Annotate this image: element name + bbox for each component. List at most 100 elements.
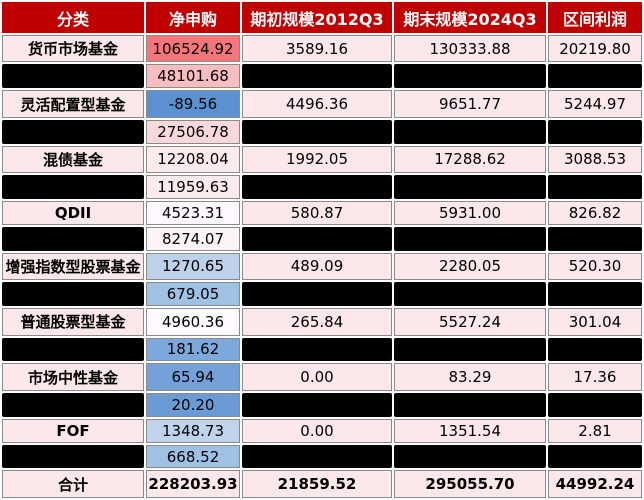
begin-scale-cell: 0.00 [242,363,392,391]
category-cell: 灵活配置型基金 [2,90,144,118]
redacted-begin-scale-cell [242,119,392,144]
header-row: 分类 净申购 期初规模2012Q3 期末规模2024Q3 区间利润 [2,2,642,33]
redacted-end-scale-cell [394,282,546,307]
category-cell: 混债基金 [2,145,144,174]
begin-scale-cell: 1992.05 [242,145,392,174]
profit-cell: 3088.53 [548,145,642,174]
profit-cell: 44992.24 [548,470,642,498]
net-subscription-cell: 4960.36 [146,308,240,336]
redacted-category-cell [2,282,144,307]
redacted-category-cell [2,392,144,417]
redacted-end-scale-cell [394,119,546,144]
redacted-end-scale-cell [394,337,546,362]
profit-cell: 826.82 [548,200,642,225]
redacted-end-scale-cell [394,175,546,199]
redacted-category-cell [2,119,144,144]
profit-cell: 2.81 [548,418,642,443]
begin-scale-cell: 489.09 [242,252,392,281]
net-subscription-cell: 1348.73 [146,418,240,443]
redacted-begin-scale-cell [242,444,392,469]
redacted-begin-scale-cell [242,282,392,307]
redacted-end-scale-cell [394,444,546,469]
redacted-profit-cell [548,64,642,89]
end-scale-cell: 2280.05 [394,252,546,281]
net-subscription-cell: 12208.04 [146,145,240,174]
redacted-profit-cell [548,392,642,417]
end-scale-cell: 5527.24 [394,308,546,336]
redacted-profit-cell [548,119,642,144]
profit-cell: 520.30 [548,252,642,281]
category-cell: 合计 [2,470,144,498]
fund-row: FOF 1348.73 0.00 1351.54 2.81 [2,418,642,443]
redacted-begin-scale-cell [242,64,392,89]
end-scale-cell: 1351.54 [394,418,546,443]
net-subscription-cell: 106524.92 [146,35,240,63]
end-scale-cell: 17288.62 [394,145,546,174]
fund-row: 混债基金 12208.04 1992.05 17288.62 3088.53 [2,145,642,174]
net-subscription-cell: 679.05 [146,282,240,307]
redacted-row: 679.05 [2,282,642,307]
redacted-profit-cell [548,175,642,199]
fund-table-body: 货币市场基金 106524.92 3589.16 130333.88 20219.80 4… [2,35,642,498]
end-scale-cell: 295055.70 [394,470,546,498]
redacted-row: 8274.07 [2,226,642,251]
redacted-row: 181.62 [2,337,642,362]
fund-row: 普通股票型基金 4960.36 265.84 5527.24 301.04 [2,308,642,336]
redacted-begin-scale-cell [242,175,392,199]
end-scale-cell: 5931.00 [394,200,546,225]
net-subscription-cell: 4523.31 [146,200,240,225]
begin-scale-cell: 21859.52 [242,470,392,498]
redacted-end-scale-cell [394,64,546,89]
col-header-begin-scale-2012q3: 期初规模2012Q3 [242,2,392,33]
fund-row: QDII 4523.31 580.87 5931.00 826.82 [2,200,642,225]
net-subscription-cell: 181.62 [146,337,240,362]
category-cell: FOF [2,418,144,443]
redacted-category-cell [2,337,144,362]
redacted-begin-scale-cell [242,337,392,362]
profit-cell: 17.36 [548,363,642,391]
net-subscription-cell: 668.52 [146,444,240,469]
redacted-row: 20.20 [2,392,642,417]
redacted-end-scale-cell [394,392,546,417]
redacted-profit-cell [548,337,642,362]
net-subscription-cell: -89.56 [146,90,240,118]
redacted-begin-scale-cell [242,226,392,251]
redacted-category-cell [2,444,144,469]
begin-scale-cell: 265.84 [242,308,392,336]
begin-scale-cell: 4496.36 [242,90,392,118]
redacted-category-cell [2,64,144,89]
col-header-category: 分类 [2,2,144,33]
redacted-row: 668.52 [2,444,642,469]
redacted-row: 27506.78 [2,119,642,144]
category-cell: 货币市场基金 [2,35,144,63]
redacted-category-cell [2,175,144,199]
begin-scale-cell: 0.00 [242,418,392,443]
net-subscription-cell: 48101.68 [146,64,240,89]
redacted-category-cell [2,226,144,251]
fund-row: 增强指数型股票基金 1270.65 489.09 2280.05 520.30 [2,252,642,281]
fund-row: 灵活配置型基金 -89.56 4496.36 9651.77 5244.97 [2,90,642,118]
redacted-profit-cell [548,226,642,251]
redacted-begin-scale-cell [242,392,392,417]
end-scale-cell: 130333.88 [394,35,546,63]
col-header-net-subscription: 净申购 [146,2,240,33]
category-cell: QDII [2,200,144,225]
redacted-row: 11959.63 [2,175,642,199]
redacted-row: 48101.68 [2,64,642,89]
redacted-profit-cell [548,282,642,307]
profit-cell: 301.04 [548,308,642,336]
net-subscription-cell: 11959.63 [146,175,240,199]
profit-cell: 5244.97 [548,90,642,118]
category-cell: 市场中性基金 [2,363,144,391]
redacted-end-scale-cell [394,226,546,251]
end-scale-cell: 9651.77 [394,90,546,118]
begin-scale-cell: 3589.16 [242,35,392,63]
net-subscription-cell: 27506.78 [146,119,240,144]
col-header-end-scale-2024q3: 期末规模2024Q3 [394,2,546,33]
category-cell: 普通股票型基金 [2,308,144,336]
profit-cell: 20219.80 [548,35,642,63]
category-cell: 增强指数型股票基金 [2,252,144,281]
total-row: 合计 228203.93 21859.52 295055.70 44992.24 [2,470,642,498]
end-scale-cell: 83.29 [394,363,546,391]
